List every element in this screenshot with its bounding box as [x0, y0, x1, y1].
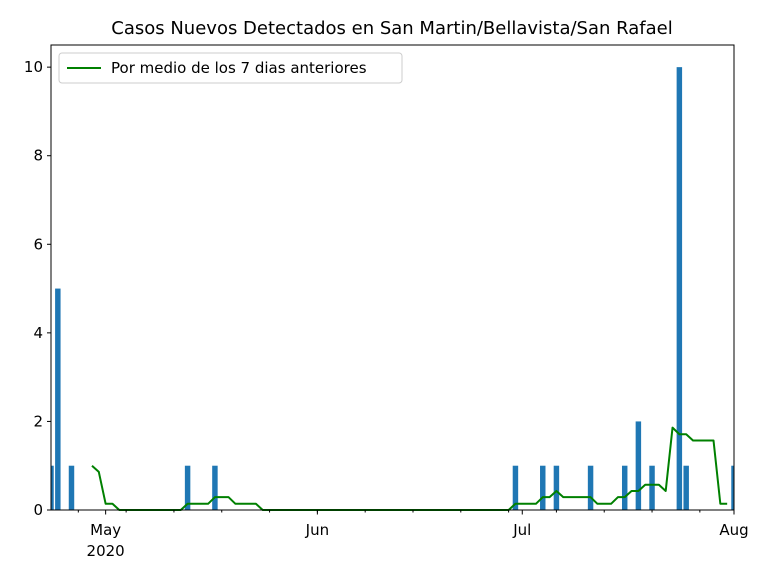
x-tick-label: Jun	[305, 521, 329, 539]
x-tick-sublabel: 2020	[87, 542, 125, 560]
bars-layer	[51, 67, 734, 510]
x-tick-label: May	[90, 521, 121, 539]
bar	[676, 67, 683, 510]
y-tick-label: 10	[24, 58, 43, 76]
y-axis: 0 2 4 6 8 10	[24, 58, 51, 519]
legend-label: Por medio de los 7 dias anteriores	[111, 59, 367, 77]
bar	[184, 465, 191, 510]
y-tick-label: 2	[33, 412, 43, 430]
plot-frame	[50, 44, 735, 511]
chart-title: Casos Nuevos Detectados en San Martin/Be…	[111, 18, 672, 39]
bar	[683, 465, 689, 510]
legend: Por medio de los 7 dias anteriores	[58, 52, 403, 84]
y-tick-label: 8	[33, 147, 43, 165]
x-tick-label: Jul	[512, 521, 531, 539]
bar	[512, 465, 519, 510]
y-tick-label: 4	[33, 324, 43, 342]
bar	[635, 421, 642, 510]
bar	[621, 465, 628, 510]
series-line	[91, 426, 728, 511]
bar	[540, 465, 546, 510]
bar	[649, 465, 655, 510]
bar	[587, 465, 594, 510]
x-tick-label: Aug	[719, 521, 748, 539]
y-tick-label: 0	[33, 501, 43, 519]
bar	[212, 465, 218, 510]
x-axis: May 2020 Jun Jul Aug	[77, 510, 749, 560]
bar	[553, 465, 560, 510]
bar	[51, 465, 54, 510]
y-tick-label: 6	[33, 235, 43, 253]
bar	[68, 465, 75, 510]
bar	[731, 465, 734, 510]
legend-box	[58, 52, 403, 84]
line-layer	[91, 426, 728, 511]
bar	[55, 288, 61, 510]
